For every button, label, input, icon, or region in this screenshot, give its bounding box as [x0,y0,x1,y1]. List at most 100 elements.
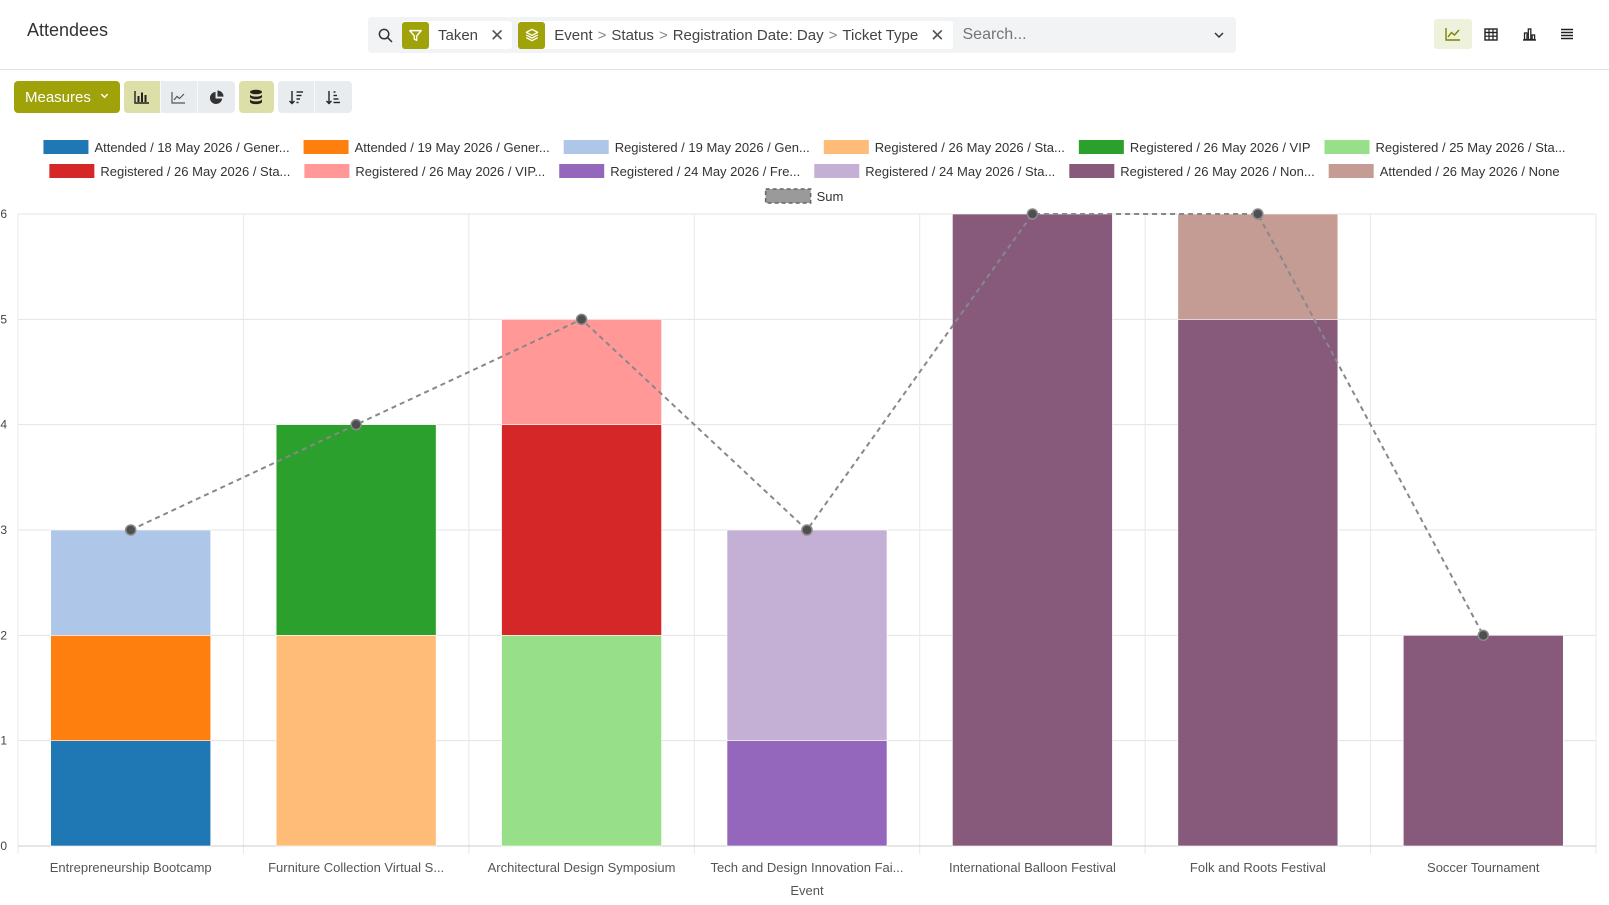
legend-label[interactable]: Registered / 26 May 2026 / VIP [1130,140,1311,155]
chevron-down-icon [100,91,109,103]
sum-point[interactable] [1026,208,1039,220]
cohort-view-button[interactable] [1510,19,1548,49]
search-facet-filter: Taken ✕ [402,21,513,49]
graph-chart: 0 1 2 3 4 5 6 Entrepreneurship Bootcamp Furnitur… [0,140,1597,898]
view-switcher [1434,19,1586,49]
sort-ascending-icon [326,90,341,104]
stacked-toggle-button[interactable] [238,81,274,113]
bar-chart-icon [134,91,149,104]
y-tick-label: 2 [0,628,7,642]
search-options-toggle[interactable] [1202,29,1236,41]
bar-segment[interactable] [1402,635,1564,847]
legend-label[interactable]: Registered / 25 May 2026 / Sta... [1376,140,1566,155]
graph-view-button[interactable] [1434,19,1472,49]
legend-swatch[interactable] [559,164,605,178]
sort-descending-button[interactable] [277,81,315,113]
legend-swatch[interactable] [1078,140,1124,154]
groupby-registration-date: Registration Date: Day [672,26,824,44]
remove-groupby-button[interactable]: ✕ [930,25,945,45]
bar-segment[interactable] [501,424,662,636]
pivot-view-icon [1484,27,1498,41]
bar-segment[interactable] [50,635,212,741]
legend-swatch[interactable] [43,140,89,154]
search-input[interactable] [962,21,1202,49]
bar-segment[interactable] [275,424,437,636]
legend-swatch-sum[interactable] [764,188,812,204]
groupby-event: Event [554,26,593,44]
cohort-view-icon [1522,28,1536,41]
sum-point[interactable] [1477,629,1490,642]
search-icon[interactable] [368,28,402,43]
legend-label[interactable]: Attended / 18 May 2026 / Gener... [94,140,289,155]
groupby-status: Status [611,26,654,44]
bar-segment[interactable] [1177,319,1339,847]
legend-label[interactable]: Registered / 24 May 2026 / Sta... [865,164,1055,179]
legend-swatch[interactable] [303,140,349,154]
pivot-view-button[interactable] [1472,19,1510,49]
legend-swatch[interactable] [563,140,609,154]
y-tick-label: 5 [0,312,7,326]
legend-swatch[interactable] [1069,164,1115,178]
legend-label[interactable]: Registered / 26 May 2026 / Sta... [100,164,290,179]
sum-point[interactable] [1252,208,1264,220]
measures-button[interactable]: Measures [14,81,120,113]
legend-swatch[interactable] [304,164,350,178]
bar-segment[interactable] [1177,213,1339,320]
sort-ascending-button[interactable] [314,81,352,113]
legend-label[interactable]: Registered / 26 May 2026 / VIP... [355,164,545,179]
legend-label[interactable]: Registered / 26 May 2026 / Non... [1120,164,1314,179]
sort-group [277,81,352,113]
bar-segment[interactable] [726,740,888,847]
legend-swatch[interactable] [49,164,95,178]
legend-label[interactable]: Registered / 26 May 2026 / Sta... [875,140,1065,155]
y-tick-label: 3 [0,523,7,537]
bar-chart-button[interactable] [123,81,161,113]
x-tick-label: International Balloon Festival [949,860,1116,875]
x-tick-label: Tech and Design Innovation Fai... [711,860,904,875]
legend-swatch[interactable] [1324,140,1370,154]
bar-segment[interactable] [501,319,662,425]
legend-label[interactable]: Attended / 19 May 2026 / Gener... [355,140,550,155]
sort-descending-icon [288,90,303,104]
sum-point[interactable] [801,524,813,536]
layers-icon [518,21,546,49]
bar-segment[interactable] [50,529,212,636]
x-tick-label: Folk and Roots Festival [1190,860,1326,875]
x-tick-label: Entrepreneurship Bootcamp [50,860,212,875]
bar-segment[interactable] [726,529,888,741]
legend-label[interactable]: Registered / 19 May 2026 / Gen... [615,140,810,155]
facet-value: Event > Status > Registration Date: Day > Tick… [554,26,919,44]
list-view-icon [1561,28,1573,40]
graph-toolbar: Measures [14,81,356,113]
groupby-ticket-type: Ticket Type [842,26,919,44]
line-chart-button[interactable] [160,81,198,113]
sum-point[interactable] [124,524,137,536]
sum-point[interactable] [350,418,362,431]
chart-type-group [123,81,235,113]
bar-segment[interactable] [50,740,212,847]
bar-segment[interactable] [501,635,662,847]
x-tick-label: Furniture Collection Virtual S... [268,860,444,875]
search-panel: Taken ✕ Event > Status > Registration Date: … [368,17,1236,53]
legend-swatch[interactable] [1328,164,1374,178]
measures-label: Measures [25,88,91,106]
legend-label[interactable]: Attended / 26 May 2026 / None [1380,164,1560,179]
database-stack-icon [250,89,263,105]
legend-label-sum[interactable]: Sum [817,189,844,204]
legend-label[interactable]: Registered / 24 May 2026 / Fre... [610,164,800,179]
y-tick-label: 4 [0,418,7,432]
legend-swatch[interactable] [823,140,869,154]
x-axis-title: Event [790,883,824,898]
y-tick-label: 6 [0,207,7,221]
bar-segment[interactable] [952,213,1113,847]
remove-filter-button[interactable]: ✕ [490,25,505,45]
sum-point[interactable] [575,313,588,326]
x-tick-label: Architectural Design Symposium [488,860,676,875]
pie-chart-button[interactable] [197,81,235,113]
list-view-button[interactable] [1548,19,1586,49]
legend-swatch[interactable] [814,164,860,178]
y-tick-label: 0 [0,839,7,853]
page-title: Attendees [27,20,109,40]
bar-segment[interactable] [275,635,437,847]
filter-icon [402,21,429,49]
